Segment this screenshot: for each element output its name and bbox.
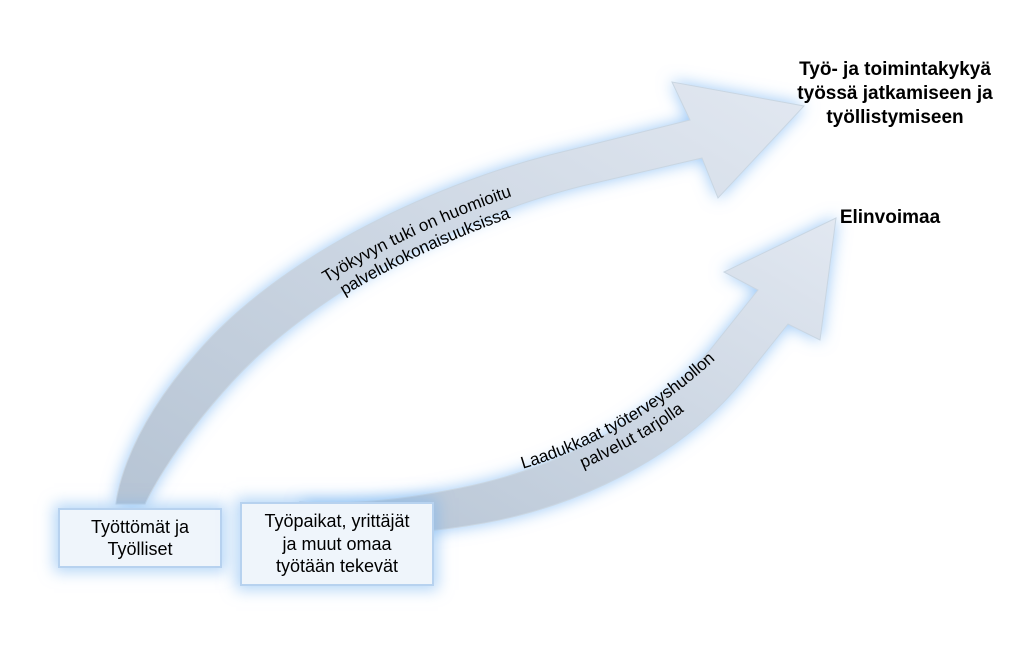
arrow-top xyxy=(116,82,804,504)
diagram-stage: Työkyvyn tuki on huomioitu palvelukokona… xyxy=(0,0,1024,657)
source-box-unemployed-employed: Työttömät jaTyölliset xyxy=(58,508,222,568)
target-work-ability: Työ- ja toimintakykyätyössä jatkamiseen … xyxy=(770,58,1020,129)
source-box-1-text: Työttömät jaTyölliset xyxy=(91,516,189,561)
arrow-bottom xyxy=(300,218,836,534)
target-1-text: Työ- ja toimintakykyätyössä jatkamiseen … xyxy=(797,59,992,128)
arrow-bottom-label: Laadukkaat työterveyshuollon xyxy=(519,349,719,473)
source-box-2-text: Työpaikat, yrittäjätja muut omaatyötään … xyxy=(264,510,409,578)
arrow-top-label-2: palvelukokonaisuuksissa xyxy=(337,204,513,300)
source-box-workplaces-entrepreneurs: Työpaikat, yrittäjätja muut omaatyötään … xyxy=(240,502,434,586)
arrow-top-label: Työkyvyn tuki on huomioitu xyxy=(319,182,514,286)
target-2-text: Elinvoimaa xyxy=(840,207,940,228)
target-vitality: Elinvoimaa xyxy=(810,206,970,230)
arrow-bottom-label-2: palvelut tarjolla xyxy=(577,399,687,473)
